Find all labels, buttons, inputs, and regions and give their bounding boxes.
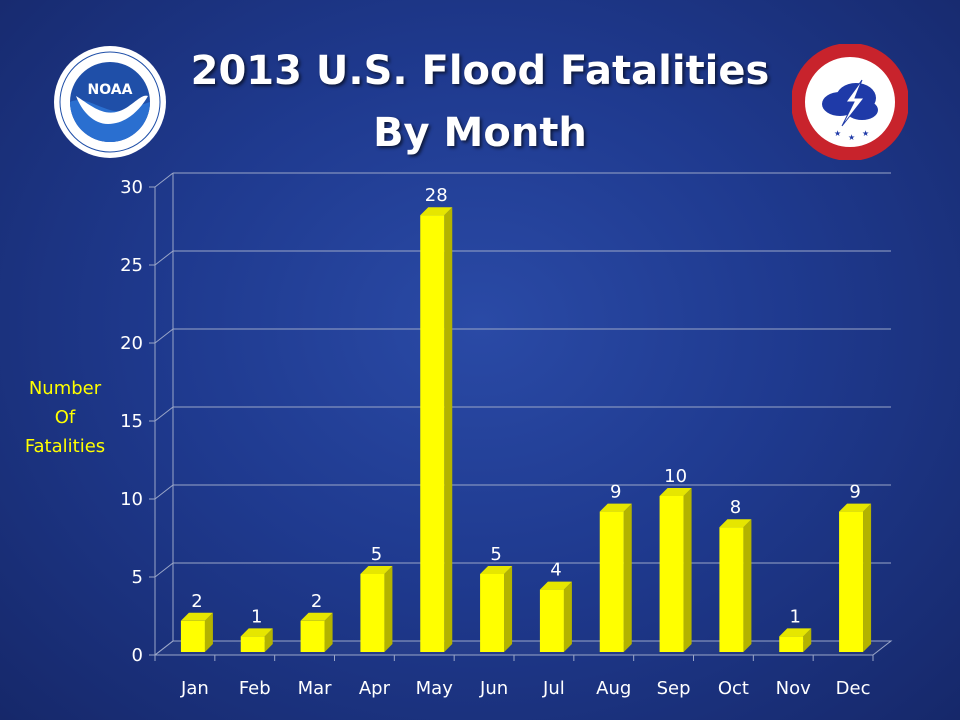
gridline-side xyxy=(154,406,174,422)
bar-apr xyxy=(360,574,385,652)
y-tick-label: 0 xyxy=(132,645,143,666)
data-label-apr: 5 xyxy=(371,544,382,565)
noaa-logo: NOAA xyxy=(54,46,166,158)
data-label-oct: 8 xyxy=(730,497,741,518)
x-tick-label-may: May xyxy=(416,678,454,699)
data-label-dec: 9 xyxy=(849,482,860,503)
gridline-side xyxy=(154,562,174,578)
bar-side-nov xyxy=(803,628,812,652)
svg-text:★: ★ xyxy=(862,129,869,138)
bar-top-jul xyxy=(539,581,572,590)
y-tick-label: 5 xyxy=(132,567,143,588)
y-axis-label-line-2: Of xyxy=(54,407,76,428)
bar-side-oct xyxy=(743,519,752,652)
bar-jul xyxy=(539,589,564,652)
bar-jan xyxy=(180,620,205,652)
x-tick-label-feb: Feb xyxy=(239,678,271,699)
gridline-side xyxy=(154,640,174,656)
x-tick-label-jan: Jan xyxy=(180,678,209,699)
bar-jun xyxy=(480,574,505,652)
svg-text:★: ★ xyxy=(834,129,841,138)
data-label-jul: 4 xyxy=(550,560,561,581)
data-label-may: 28 xyxy=(425,185,448,206)
nws-logo: ★ ★ ★ xyxy=(792,44,908,160)
gridline-side xyxy=(154,250,174,266)
data-label-jan: 2 xyxy=(191,591,202,612)
y-axis-label-line-1: Number xyxy=(28,378,102,399)
x-tick-label-mar: Mar xyxy=(298,678,333,699)
bar-oct xyxy=(719,527,744,652)
y-tick-label: 20 xyxy=(120,333,143,354)
data-label-jun: 5 xyxy=(490,544,501,565)
x-tick-label-apr: Apr xyxy=(359,678,391,699)
bar-dec xyxy=(839,511,864,652)
data-label-feb: 1 xyxy=(251,606,262,627)
x-tick-label-dec: Dec xyxy=(836,678,871,699)
bar-side-mar xyxy=(324,612,333,652)
bar-top-jun xyxy=(480,566,513,574)
x-tick-label-jul: Jul xyxy=(542,678,565,699)
data-label-mar: 2 xyxy=(311,591,322,612)
data-label-aug: 9 xyxy=(610,482,621,503)
svg-text:★: ★ xyxy=(848,133,855,142)
y-tick-label: 10 xyxy=(120,489,143,510)
data-label-sep: 10 xyxy=(664,466,687,487)
bar-top-sep xyxy=(659,488,692,496)
bar-side-feb xyxy=(264,628,273,652)
data-label-nov: 1 xyxy=(790,606,801,627)
bar-side-jul xyxy=(563,581,572,652)
bar-side-sep xyxy=(683,488,692,652)
y-axis-label: Number Of Fatalities xyxy=(10,374,120,461)
gridline-side xyxy=(154,328,174,344)
bar-top-feb xyxy=(240,628,273,637)
bar-side-jun xyxy=(504,566,513,652)
y-tick-label: 15 xyxy=(120,411,143,432)
chart-title: 2013 U.S. Flood Fatalities By Month xyxy=(180,40,780,164)
x-tick-label-aug: Aug xyxy=(596,678,631,699)
gridline-side xyxy=(154,172,174,188)
bar-aug xyxy=(599,511,624,652)
bar-top-oct xyxy=(719,519,752,528)
bar-top-may xyxy=(420,207,453,216)
x-tick-label-sep: Sep xyxy=(657,678,691,699)
bar-may xyxy=(420,215,445,652)
x-tick-label-jun: Jun xyxy=(479,678,508,699)
y-tick-label: 25 xyxy=(120,255,143,276)
bar-side-dec xyxy=(863,503,872,652)
bar-top-dec xyxy=(839,503,872,512)
bar-top-mar xyxy=(300,612,333,621)
bar-top-apr xyxy=(360,566,393,574)
bar-side-apr xyxy=(384,566,393,652)
chart-title-line-1: 2013 U.S. Flood Fatalities xyxy=(190,48,770,94)
y-axis-label-line-3: Fatalities xyxy=(24,436,106,457)
bar-side-aug xyxy=(623,503,632,652)
y-tick-label: 30 xyxy=(120,177,143,198)
bar-nov xyxy=(779,636,804,652)
x-tick-label-oct: Oct xyxy=(718,678,749,699)
bar-top-jan xyxy=(180,612,213,621)
bar-sep xyxy=(659,496,684,652)
bar-top-nov xyxy=(779,628,812,637)
bar-mar xyxy=(300,620,325,652)
bar-side-jan xyxy=(204,612,213,652)
bar-top-aug xyxy=(599,503,632,512)
x-tick-label-nov: Nov xyxy=(776,678,811,699)
noaa-logo-text: NOAA xyxy=(88,82,133,98)
chart-title-line-2: By Month xyxy=(373,110,587,156)
gridline-side xyxy=(154,484,174,500)
bar-feb xyxy=(240,636,265,652)
bar-side-may xyxy=(444,207,453,652)
